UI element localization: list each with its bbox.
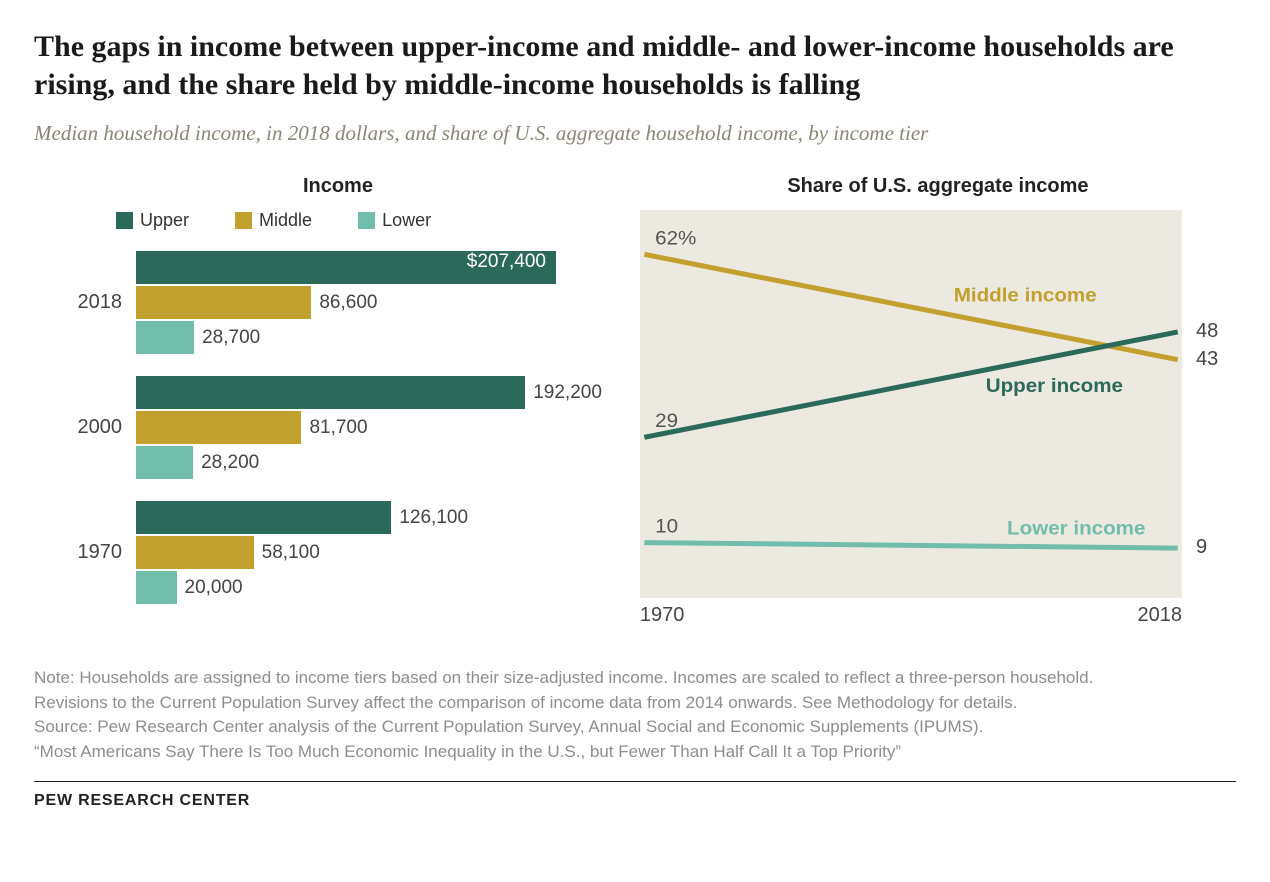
bar-value-label: 58,100 (254, 542, 320, 564)
note-line-1: Note: Households are assigned to income … (34, 666, 1236, 691)
bar-value-label: 126,100 (391, 507, 468, 529)
year-label: 2000 (74, 416, 136, 439)
line-x-axis: 1970 2018 (640, 604, 1182, 640)
bar-upper (136, 376, 525, 409)
bar-group-2000: 2000 192,200 81,700 28,200 (74, 376, 602, 479)
year-label: 2018 (74, 291, 136, 314)
bar-value-label: $207,400 (467, 251, 556, 284)
series-label-upper: Upper income (986, 376, 1123, 397)
bar-value-label: 192,200 (525, 382, 602, 404)
bar-row-lower: 28,700 (136, 321, 602, 354)
bar-value-label: 20,000 (177, 577, 243, 599)
legend-label-lower: Lower (382, 210, 431, 231)
bar-row-upper: $207,400 (136, 251, 602, 284)
line-end-labels: 43 48 9 (1190, 210, 1236, 598)
bar-lower (136, 321, 194, 354)
bar-upper (136, 501, 391, 534)
end-val-upper: 48 (1196, 320, 1218, 343)
bars-col: $207,400 86,600 28,700 (136, 251, 602, 354)
line-chart-area: 62% Middle income 29 Upper income 10 Lower in… (640, 210, 1236, 640)
bar-value-label: 28,200 (193, 452, 259, 474)
x-tick-end: 2018 (1138, 604, 1183, 640)
bar-row-middle: 81,700 (136, 411, 602, 444)
legend-swatch-lower (358, 212, 375, 229)
bar-row-middle: 86,600 (136, 286, 602, 319)
page-title: The gaps in income between upper-income … (34, 28, 1236, 105)
year-label: 1970 (74, 541, 136, 564)
start-val-lower: 10 (655, 516, 678, 537)
bar-row-middle: 58,100 (136, 536, 602, 569)
note-line-4: “Most Americans Say There Is Too Much Ec… (34, 740, 1236, 765)
note-line-3: Source: Pew Research Center analysis of … (34, 715, 1236, 740)
bar-value-label: 81,700 (301, 417, 367, 439)
bar-group-1970: 1970 126,100 58,100 20,000 (74, 501, 602, 604)
legend-item-upper: Upper (116, 210, 189, 231)
bar-lower (136, 446, 193, 479)
bar-row-lower: 28,200 (136, 446, 602, 479)
bar-chart-legend: Upper Middle Lower (74, 210, 602, 231)
bar-middle (136, 286, 311, 319)
bar-row-lower: 20,000 (136, 571, 602, 604)
footer-divider (34, 781, 1236, 782)
start-val-middle: 62% (655, 228, 696, 249)
legend-label-middle: Middle (259, 210, 312, 231)
bar-value-label: 86,600 (311, 292, 377, 314)
bar-middle (136, 536, 254, 569)
bar-lower (136, 571, 177, 604)
legend-label-upper: Upper (140, 210, 189, 231)
bars-col: 192,200 81,700 28,200 (136, 376, 602, 479)
bar-chart-title: Income (74, 175, 602, 198)
series-label-lower: Lower income (1007, 518, 1145, 539)
start-val-upper: 29 (655, 411, 678, 432)
bar-middle (136, 411, 301, 444)
line-chart-panel: Share of U.S. aggregate income 62% Middle… (640, 175, 1236, 640)
legend-item-middle: Middle (235, 210, 312, 231)
page-subtitle: Median household income, in 2018 dollars… (34, 119, 1236, 147)
bar-group-2018: 2018 $207,400 86,600 28,700 (74, 251, 602, 354)
bars-col: 126,100 58,100 20,000 (136, 501, 602, 604)
note-line-2: Revisions to the Current Population Surv… (34, 691, 1236, 716)
bar-upper: $207,400 (136, 251, 556, 284)
bar-chart-panel: Income Upper Middle Lower 2018 $207,400 86,6… (34, 175, 602, 640)
end-val-lower: 9 (1196, 536, 1207, 559)
footnotes: Note: Households are assigned to income … (34, 666, 1236, 765)
charts-row: Income Upper Middle Lower 2018 $207,400 86,6… (34, 175, 1236, 640)
pew-logo: PEW RESEARCH CENTER (34, 792, 1236, 810)
legend-swatch-middle (235, 212, 252, 229)
bar-value-label: 28,700 (194, 327, 260, 349)
end-val-middle: 43 (1196, 348, 1218, 371)
bar-groups: 2018 $207,400 86,600 28,700 2000 192,200 81,70… (74, 251, 602, 604)
line-plot: 62% Middle income 29 Upper income 10 Lower in… (640, 210, 1182, 598)
line-chart-title: Share of U.S. aggregate income (640, 175, 1236, 198)
series-label-middle: Middle income (954, 285, 1097, 306)
legend-swatch-upper (116, 212, 133, 229)
bar-row-upper: 126,100 (136, 501, 602, 534)
x-tick-start: 1970 (640, 604, 685, 640)
legend-item-lower: Lower (358, 210, 431, 231)
bar-row-upper: 192,200 (136, 376, 602, 409)
